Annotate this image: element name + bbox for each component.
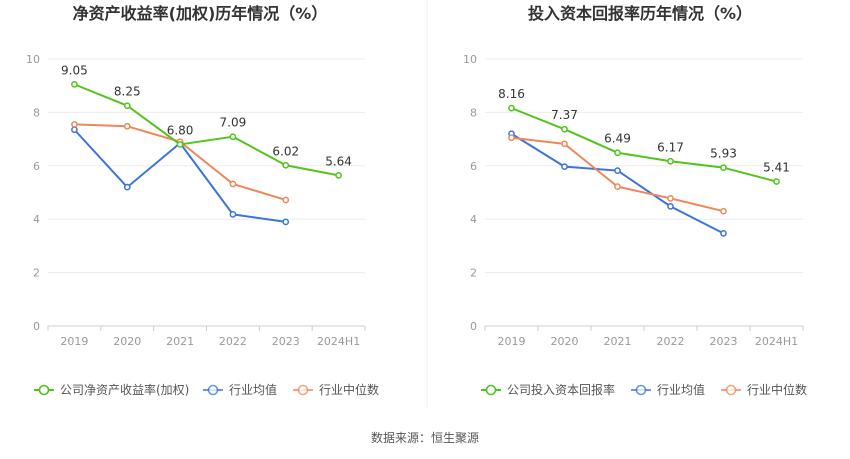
data-label: 5.93 — [710, 147, 737, 161]
data-label: 6.80 — [167, 123, 194, 137]
legend-label: 行业中位数 — [747, 382, 807, 397]
data-point — [614, 149, 621, 157]
y-tick-label: 0 — [470, 320, 477, 333]
legend-label: 行业均值 — [657, 382, 705, 397]
x-tick-label: 2020 — [551, 335, 579, 348]
data-point — [667, 157, 674, 165]
data-label: 8.16 — [498, 87, 525, 101]
data-source-note: 数据来源：恒生聚源 — [371, 430, 479, 445]
legend-marker — [485, 384, 497, 396]
series-line — [74, 83, 339, 177]
data-point — [123, 102, 131, 110]
x-tick-label: 2021 — [604, 335, 632, 348]
data-label: 6.17 — [657, 140, 684, 154]
legend-item[interactable]: 行业均值 — [631, 382, 705, 397]
data-point — [71, 81, 78, 88]
data-label: 6.02 — [272, 144, 299, 158]
data-label: 6.49 — [604, 132, 631, 146]
data-point — [720, 164, 727, 172]
y-tick-label: 2 — [33, 267, 40, 280]
y-tick-label: 8 — [470, 106, 477, 119]
data-point — [282, 218, 290, 226]
x-tick-label: 2024H1 — [317, 335, 360, 348]
legend-item[interactable]: 行业均值 — [203, 382, 277, 397]
data-point — [614, 183, 621, 190]
data-point — [123, 183, 131, 191]
data-point — [561, 140, 568, 148]
legend-label: 行业中位数 — [319, 382, 379, 397]
data-point — [229, 133, 237, 141]
roic-chart: 投入资本回报率历年情况（%） 0 2 4 6 8 10 2019 2020 2021 2022 202… — [463, 4, 807, 397]
x-tick-label: 2023 — [272, 335, 300, 348]
x-tick-label: 2019 — [498, 335, 526, 348]
series-line — [511, 136, 724, 213]
data-point — [71, 126, 78, 134]
data-point — [282, 161, 290, 169]
data-label: 5.64 — [325, 154, 352, 168]
legend-label: 行业均值 — [229, 382, 277, 397]
data-point — [720, 230, 727, 237]
data-point — [229, 180, 237, 188]
data-point — [561, 125, 568, 133]
legend-marker — [635, 384, 647, 396]
x-tick-label: 2022 — [219, 335, 247, 348]
x-tick-label: 2019 — [60, 335, 88, 348]
data-point — [508, 104, 515, 112]
data-point — [667, 203, 674, 210]
data-point — [123, 122, 131, 130]
legend-marker — [297, 384, 309, 396]
data-point — [667, 195, 674, 202]
data-point — [508, 134, 515, 142]
legend-item[interactable]: 公司投入资本回报率 — [481, 382, 615, 397]
series-line — [511, 107, 777, 183]
data-point — [229, 211, 237, 218]
legend-label: 公司投入资本回报率 — [507, 382, 615, 397]
legend-marker — [207, 384, 219, 396]
y-tick-label: 0 — [33, 320, 40, 333]
data-label: 7.37 — [551, 108, 578, 122]
chart-title: 净资产收益率(加权)历年情况（%） — [73, 4, 328, 23]
chart-title: 投入资本回报率历年情况（%） — [528, 4, 752, 23]
data-point — [71, 121, 78, 128]
data-point — [720, 207, 727, 215]
y-tick-label: 6 — [33, 160, 40, 173]
data-label: 7.09 — [220, 116, 247, 130]
x-tick-label: 2020 — [113, 335, 141, 348]
data-point — [614, 167, 621, 174]
x-tick-label: 2023 — [710, 335, 738, 348]
legend-label: 公司净资产收益率(加权) — [60, 382, 189, 397]
data-label: 9.05 — [61, 63, 88, 77]
y-tick-label: 4 — [33, 213, 40, 226]
data-point — [282, 196, 290, 204]
roe-chart: 净资产收益率(加权)历年情况（%） 0 2 4 6 8 10 2019 2020 2021 2022… — [26, 4, 379, 397]
y-tick-label: 10 — [26, 53, 40, 66]
y-tick-label: 4 — [470, 213, 477, 226]
y-tick-label: 8 — [33, 106, 40, 119]
x-tick-label: 2021 — [166, 335, 194, 348]
legend-item[interactable]: 行业中位数 — [721, 382, 807, 397]
data-point — [335, 172, 342, 179]
y-tick-label: 10 — [463, 53, 477, 66]
data-point — [773, 178, 780, 185]
y-tick-label: 6 — [470, 160, 477, 173]
x-tick-label: 2024H1 — [755, 335, 798, 348]
data-label: 8.25 — [114, 85, 141, 99]
data-point — [176, 141, 184, 148]
y-tick-label: 2 — [470, 267, 477, 280]
x-tick-label: 2022 — [657, 335, 685, 348]
legend-item[interactable]: 行业中位数 — [293, 382, 379, 397]
legend-marker — [38, 384, 50, 396]
data-label: 5.41 — [763, 161, 790, 175]
legend-item[interactable]: 公司净资产收益率(加权) — [34, 382, 189, 397]
data-point — [561, 163, 568, 170]
legend-marker — [725, 384, 737, 396]
